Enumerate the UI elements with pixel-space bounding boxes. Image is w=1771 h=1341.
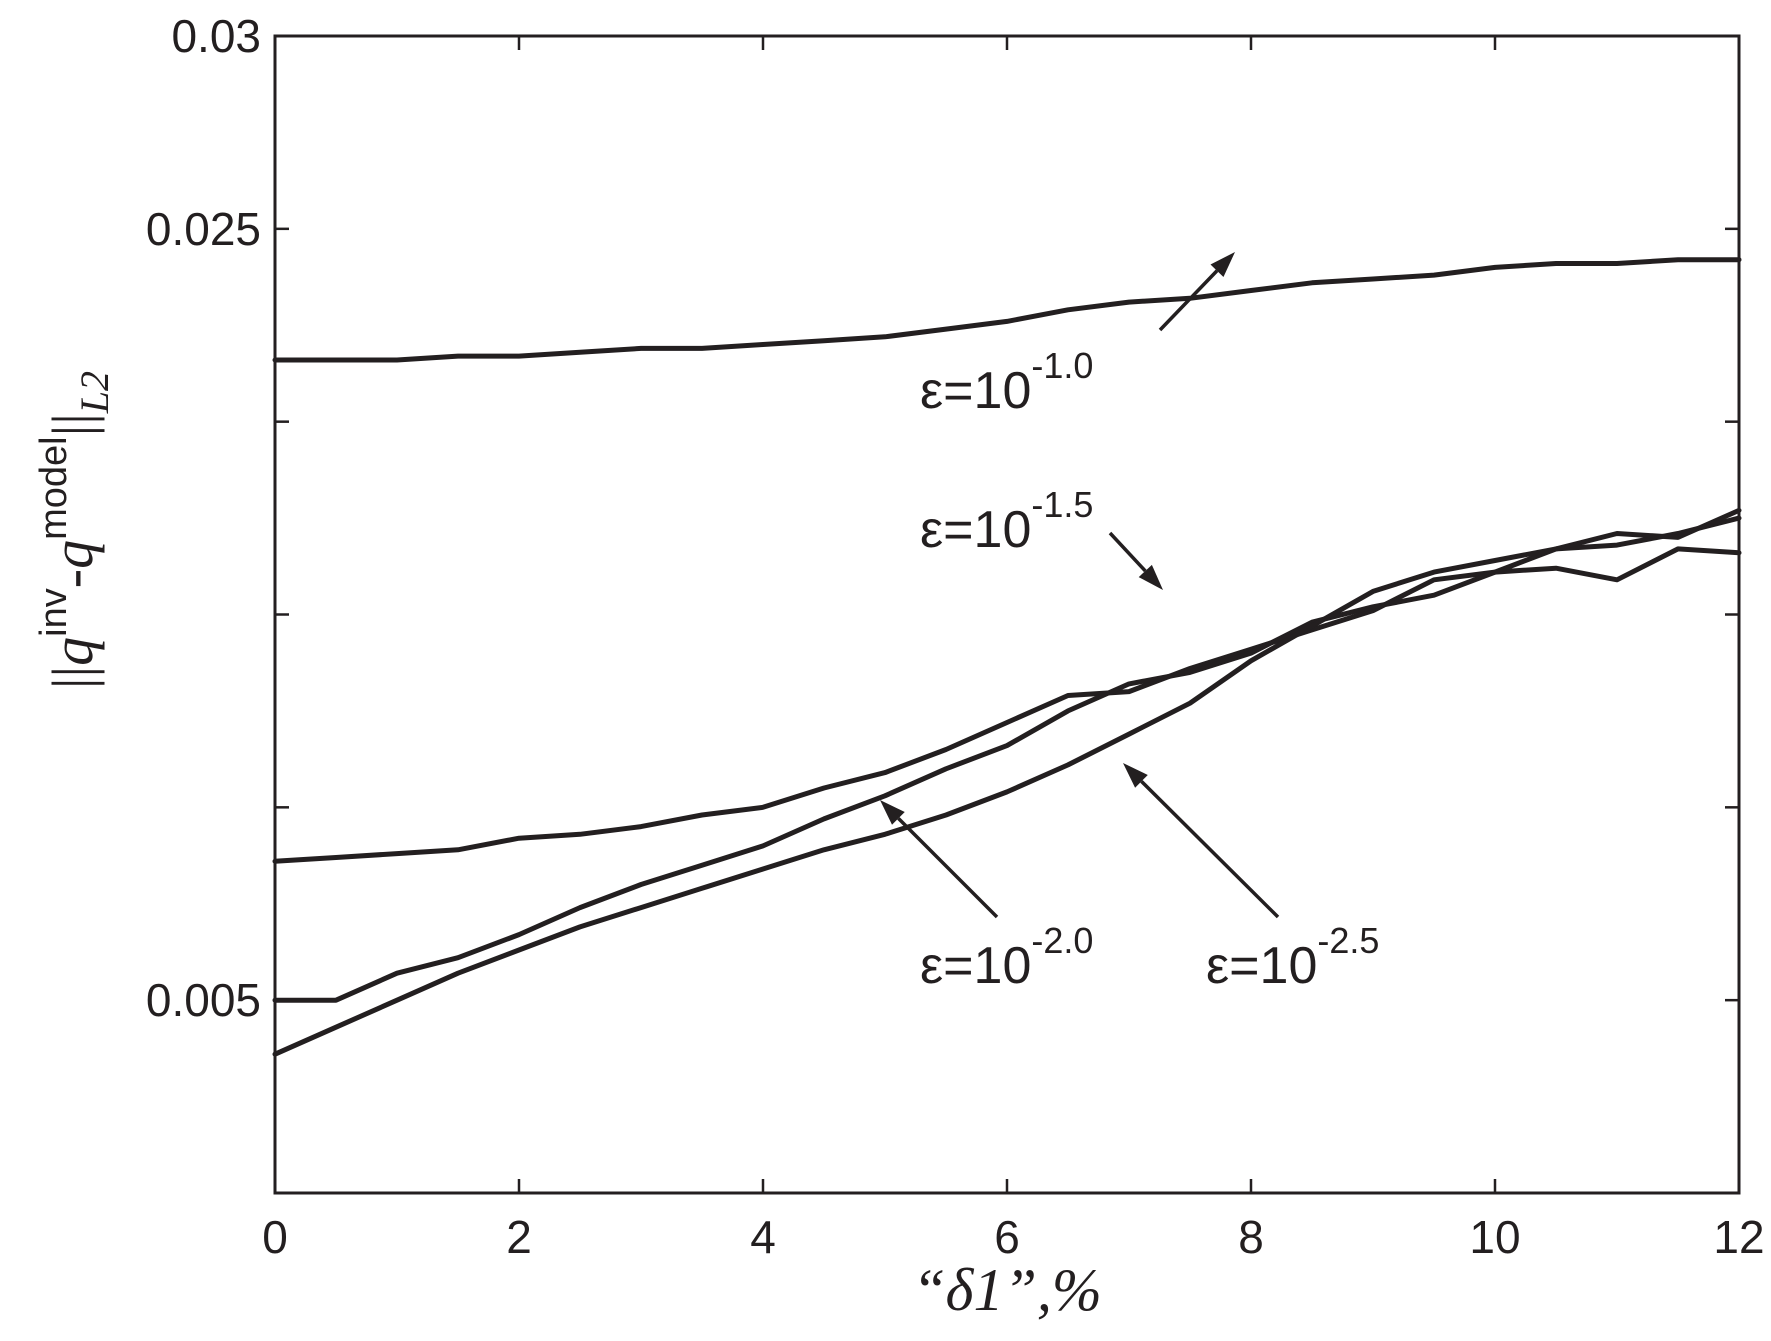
series-line-3: [272, 515, 1742, 1003]
x-tick-label: 0: [262, 1211, 288, 1263]
x-tick-label: 12: [1713, 1211, 1764, 1263]
y-axis-title: ||qinv-qmodel||L2: [33, 371, 117, 689]
annotation-label-3: ε=10-2.0: [920, 920, 1093, 995]
svg-text:ε=10-2.0: ε=10-2.0: [920, 920, 1093, 995]
x-axis-title: “δ1”,%: [912, 1257, 1102, 1323]
annotation-arrow: [1158, 269, 1219, 332]
x-tick-label: 8: [1238, 1211, 1264, 1263]
annotation-layer: ε=10-1.0 ε=10-1.5 ε=10-2.0 ε=10-2.5: [880, 252, 1379, 995]
svg-text:ε=10-1.5: ε=10-1.5: [920, 484, 1093, 559]
annotation-arrow: [1108, 531, 1147, 573]
annotation-label-4: ε=10-2.5: [1206, 920, 1379, 995]
annotation-label-1: ε=10-1.0: [920, 345, 1093, 420]
y-tick-label: 0.005: [146, 974, 261, 1026]
x-tick-label: 6: [994, 1211, 1020, 1263]
ticks-layer: 0 2 4 6 8 10 12 0.005 0.025 0.03: [146, 10, 1765, 1263]
arrow-head: [1138, 564, 1163, 590]
y-tick-label: 0.03: [171, 10, 261, 62]
x-tick-label: 4: [750, 1211, 776, 1263]
x-tick-label: 10: [1469, 1211, 1520, 1263]
series-layer: [272, 257, 1742, 1057]
annotation-arrow: [1140, 780, 1280, 919]
svg-text:ε=10-2.5: ε=10-2.5: [1206, 920, 1379, 995]
svg-text:ε=10-1.0: ε=10-1.0: [920, 345, 1093, 420]
arrow-head: [1123, 763, 1148, 788]
plot-frame: [273, 34, 1741, 1195]
annotation-label-2: ε=10-1.5: [920, 484, 1093, 559]
svg-text:||qinv-qmodel||L2: ||qinv-qmodel||L2: [33, 371, 117, 689]
y-tick-label: 0.025: [146, 203, 261, 255]
annotation-arrow: [897, 817, 999, 919]
x-tick-label: 2: [506, 1211, 532, 1263]
series-line-1: [272, 257, 1742, 363]
arrow-head: [880, 800, 905, 825]
series-line-2: [272, 546, 1742, 864]
series-line-4: [272, 507, 1742, 1057]
arrow-head: [1210, 252, 1235, 277]
